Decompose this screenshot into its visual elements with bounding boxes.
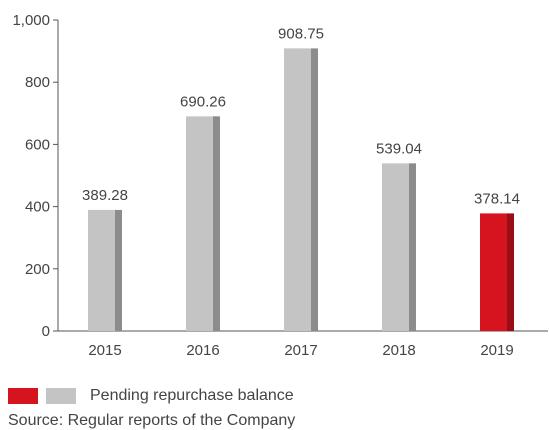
y-tick-label: 200	[25, 261, 50, 278]
bar-side-2018	[409, 163, 416, 331]
bar-side-2019	[507, 213, 514, 331]
y-tick-label: 1,000	[12, 12, 50, 29]
data-label: 908.75	[278, 25, 324, 42]
bar-2018	[382, 163, 409, 331]
x-tick-label: 2016	[186, 342, 219, 359]
bar-2017	[284, 48, 311, 331]
legend-swatch-gray	[46, 388, 76, 404]
y-tick-label: 600	[25, 136, 50, 153]
legend-label: Pending repurchase balance	[90, 387, 294, 404]
source-note: Source: Regular reports of the Company	[8, 412, 296, 429]
data-label: 690.26	[180, 93, 226, 110]
data-label: 539.04	[376, 140, 422, 157]
bar-side-2017	[311, 48, 318, 331]
bar-chart: 0 200 400 600 800 1,000 389.28 2015 690.26 2016 90…	[12, 12, 548, 359]
data-label: 389.28	[82, 187, 128, 204]
bar-side-2016	[213, 116, 220, 332]
bar-2019	[480, 213, 507, 331]
legend: Pending repurchase balance	[8, 385, 294, 407]
x-tick-label: 2019	[480, 342, 513, 359]
data-label: 378.14	[474, 190, 520, 207]
legend-swatch-red	[8, 388, 38, 404]
bar-2016	[186, 116, 213, 332]
y-tick-label: 0	[42, 323, 50, 340]
bar-side-2015	[115, 209, 122, 331]
x-tick-label: 2018	[382, 342, 415, 359]
x-tick-label: 2015	[88, 342, 121, 359]
x-tick-label: 2017	[284, 342, 317, 359]
y-tick-label: 400	[25, 199, 50, 216]
y-tick-label: 800	[25, 74, 50, 91]
bar-2015	[88, 209, 115, 331]
